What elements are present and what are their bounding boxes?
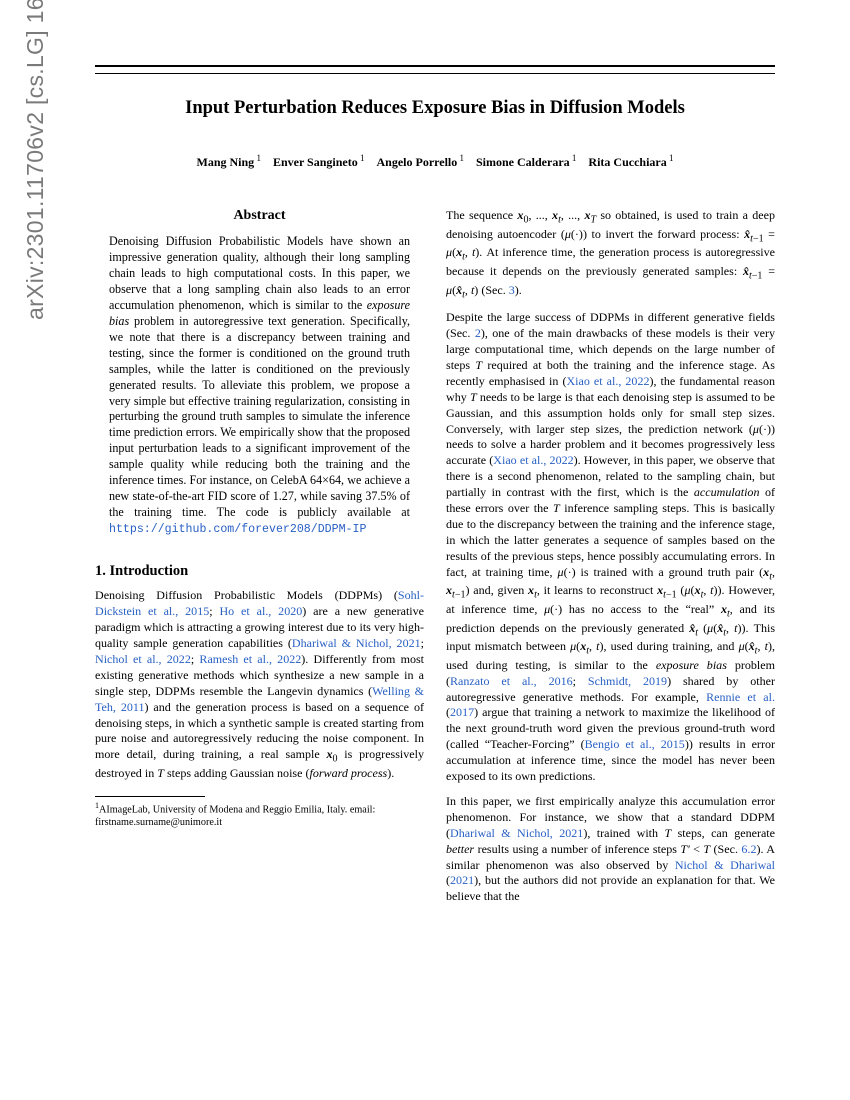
- footnote-affiliation: 1AImageLab, University of Modena and Reg…: [95, 801, 424, 830]
- top-rule-thin: [95, 73, 775, 74]
- author-list: Mang Ning 1 Enver Sangineto 1 Angelo Porre…: [95, 153, 775, 170]
- section-1-heading: 1. Introduction: [95, 563, 424, 580]
- footnote-rule: [95, 796, 205, 797]
- column-right: The sequence x0, ..., xt, ..., xT so obt…: [446, 208, 775, 905]
- author: Mang Ning 1: [197, 155, 261, 169]
- column-left: Abstract Denoising Diffusion Probabilist…: [95, 208, 424, 905]
- abstract-heading: Abstract: [109, 208, 410, 224]
- author: Angelo Porrello 1: [376, 155, 464, 169]
- abstract-text: Denoising Diffusion Probabilistic Models…: [109, 234, 410, 537]
- arxiv-banner: arXiv:2301.11706v2 [cs.LG] 16 Feb 2023: [22, 0, 49, 320]
- top-rule-thick: [95, 65, 775, 67]
- col2-paragraph-2: Despite the large success of DDPMs in di…: [446, 310, 775, 785]
- col2-paragraph-3: In this paper, we first empirically anal…: [446, 794, 775, 905]
- author: Enver Sangineto 1: [273, 155, 365, 169]
- intro-paragraph-1: Denoising Diffusion Probabilistic Models…: [95, 588, 424, 781]
- author: Simone Calderara 1: [476, 155, 576, 169]
- two-column-body: Abstract Denoising Diffusion Probabilist…: [95, 208, 775, 905]
- col2-paragraph-1: The sequence x0, ..., xt, ..., xT so obt…: [446, 208, 775, 301]
- author: Rita Cucchiara 1: [588, 155, 673, 169]
- paper-title: Input Perturbation Reduces Exposure Bias…: [95, 98, 775, 119]
- page-content: Input Perturbation Reduces Exposure Bias…: [95, 65, 775, 905]
